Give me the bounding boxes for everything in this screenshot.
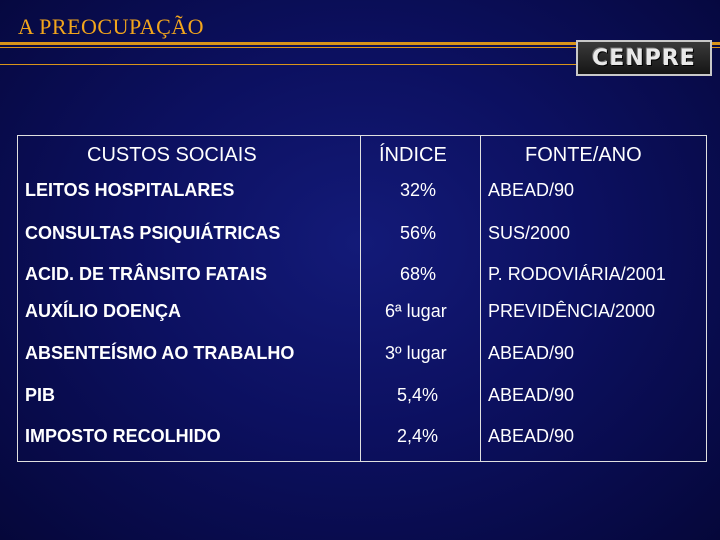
row-index: 2,4% <box>397 426 439 446</box>
row-source: SUS/2000 <box>488 223 571 243</box>
column-divider <box>360 136 361 461</box>
header-fonte-ano: FONTE/ANO <box>525 144 642 166</box>
row-label: AUXÍLIO DOENÇA <box>25 301 182 321</box>
row-source: PREVIDÊNCIA/2000 <box>488 301 656 321</box>
row-label: PIB <box>25 385 56 405</box>
row-source: ABEAD/90 <box>488 385 575 405</box>
row-index: 6ª lugar <box>385 301 447 321</box>
row-index: 5,4% <box>397 385 439 405</box>
header-indice: ÍNDICE <box>379 144 447 166</box>
row-label: LEITOS HOSPITALARES <box>25 180 235 200</box>
header-custos-sociais: CUSTOS SOCIAIS <box>87 144 257 166</box>
row-label: CONSULTAS PSIQUIÁTRICAS <box>25 223 281 243</box>
row-index: 32% <box>400 180 437 200</box>
title-rule-lower <box>0 64 580 65</box>
title-rule-thick <box>0 42 720 45</box>
row-source: ABEAD/90 <box>488 343 575 363</box>
row-label: IMPOSTO RECOLHIDO <box>25 426 221 446</box>
slide-title: A PREOCUPAÇÃO <box>18 14 205 39</box>
row-label: ACID. DE TRÂNSITO FATAIS <box>25 264 268 284</box>
title-rule-thin <box>0 47 720 48</box>
row-source: ABEAD/90 <box>488 426 575 446</box>
row-source: ABEAD/90 <box>488 180 575 200</box>
social-costs-table: CUSTOS SOCIAIS ÍNDICE FONTE/ANO LEITOS H… <box>17 135 707 462</box>
cenpre-logo: CENPRE <box>576 40 712 76</box>
logo-text: CENPRE <box>592 45 696 71</box>
row-index: 56% <box>400 223 437 243</box>
column-divider <box>480 136 481 461</box>
row-label: ABSENTEÍSMO AO TRABALHO <box>25 343 295 363</box>
row-index: 68% <box>400 264 437 284</box>
row-index: 3º lugar <box>385 343 447 363</box>
row-source: P. RODOVIÁRIA/2001 <box>488 264 666 284</box>
